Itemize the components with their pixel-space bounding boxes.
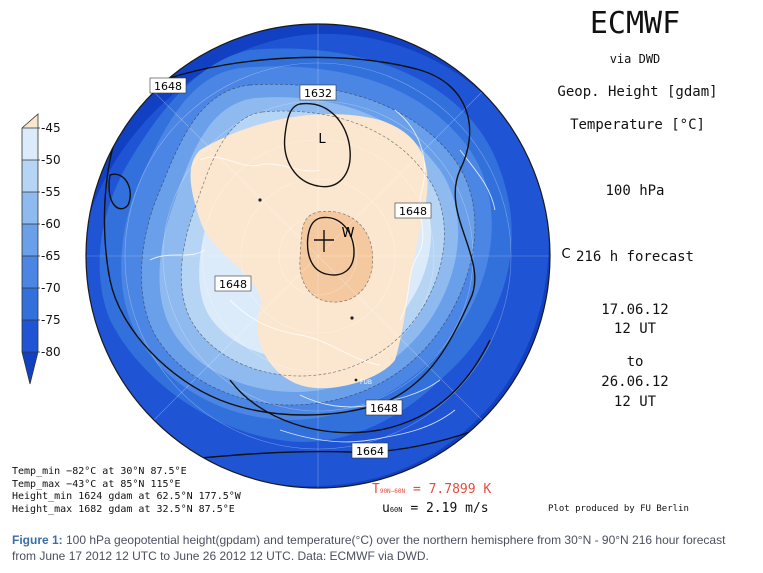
end-time: 12 UT (613, 394, 657, 410)
disc-outline (85, 23, 551, 489)
legend-swatch (22, 224, 38, 256)
pole-marker-icon (314, 230, 334, 252)
param-temperature: Temperature [°C] (570, 117, 705, 133)
contour-label: 1648 (154, 80, 182, 93)
legend-tick: -70 (41, 281, 61, 295)
legend-swatch (22, 192, 38, 224)
wind-speed: u60N = 2.19 m/s (382, 501, 489, 516)
station-dot (354, 378, 358, 382)
legend-swatch (22, 352, 38, 384)
legend-tick: -65 (41, 249, 61, 263)
contour-label: 1648 (370, 402, 398, 415)
height-min: Height_min 1624 gdam at 62.5°N 177.5°W (12, 491, 241, 502)
legend-tick: -45 (41, 121, 61, 135)
cold-marker: C (561, 247, 570, 262)
pressure-level: 100 hPa (605, 183, 665, 199)
statistics-block: Temp_min −82°C at 30°N 87.5°E Temp_max −… (12, 466, 282, 516)
temperature-difference: T90N−60N = 7.7899 K (372, 482, 492, 497)
height-max: Height_max 1682 gdam at 32.5°N 87.5°E (12, 503, 235, 515)
brand-title: ECMWF (589, 6, 681, 41)
to-word: to (626, 354, 644, 370)
legend-tick: -55 (41, 185, 61, 199)
height-contours (103, 56, 491, 461)
end-date: 26.06.12 (601, 374, 669, 390)
coastlines (149, 109, 496, 443)
contour-label: 1648 (219, 278, 247, 291)
legend-tick: -75 (41, 313, 61, 327)
forecast-range: 216 h forecast (575, 249, 694, 265)
temp-max: Temp_max −43°C at 85°N 115°E (12, 478, 181, 490)
temperature-field (86, 24, 550, 488)
contour-labels: 1648 1632 1648 1648 1648 1664 (149, 77, 432, 459)
latlon-grid (86, 24, 550, 488)
contour-label: 1632 (304, 87, 332, 100)
temp-min: Temp_min −82°C at 30°N 87.5°E (12, 466, 187, 477)
contour-label: 1664 (356, 445, 384, 458)
legend-tick: -60 (41, 217, 61, 231)
legend-swatch (22, 256, 38, 288)
warm-marker: W (342, 226, 355, 241)
legend-tick: -80 (41, 345, 61, 359)
station-label: FUB (360, 379, 372, 386)
legend-swatch (22, 320, 38, 352)
param-height: Geop. Height [gdam] (557, 84, 718, 100)
caption-text: 100 hPa geopotential height(gpdam) and t… (12, 533, 726, 563)
source-label: via DWD (609, 52, 661, 66)
legend-tick: -50 (41, 153, 61, 167)
low-marker: L (318, 132, 326, 147)
caption-label: Figure 1: (12, 533, 63, 547)
legend-swatch (22, 160, 38, 192)
start-date: 17.06.12 (601, 302, 669, 318)
legend-swatch (22, 288, 38, 320)
figure-caption: Figure 1: 100 hPa geopotential height(gp… (12, 532, 752, 564)
station-dot (258, 198, 262, 202)
start-time: 12 UT (613, 321, 657, 337)
warm-core-region (299, 211, 373, 303)
temperature-legend: -45 -50 -55 -60 -65 -70 -75 -80 (21, 113, 61, 385)
station-dot (350, 316, 354, 320)
credit-line: Plot produced by FU Berlin (548, 504, 689, 514)
contour-label: 1648 (399, 205, 427, 218)
legend-swatch (22, 128, 38, 160)
temperature-isolines (141, 83, 476, 406)
